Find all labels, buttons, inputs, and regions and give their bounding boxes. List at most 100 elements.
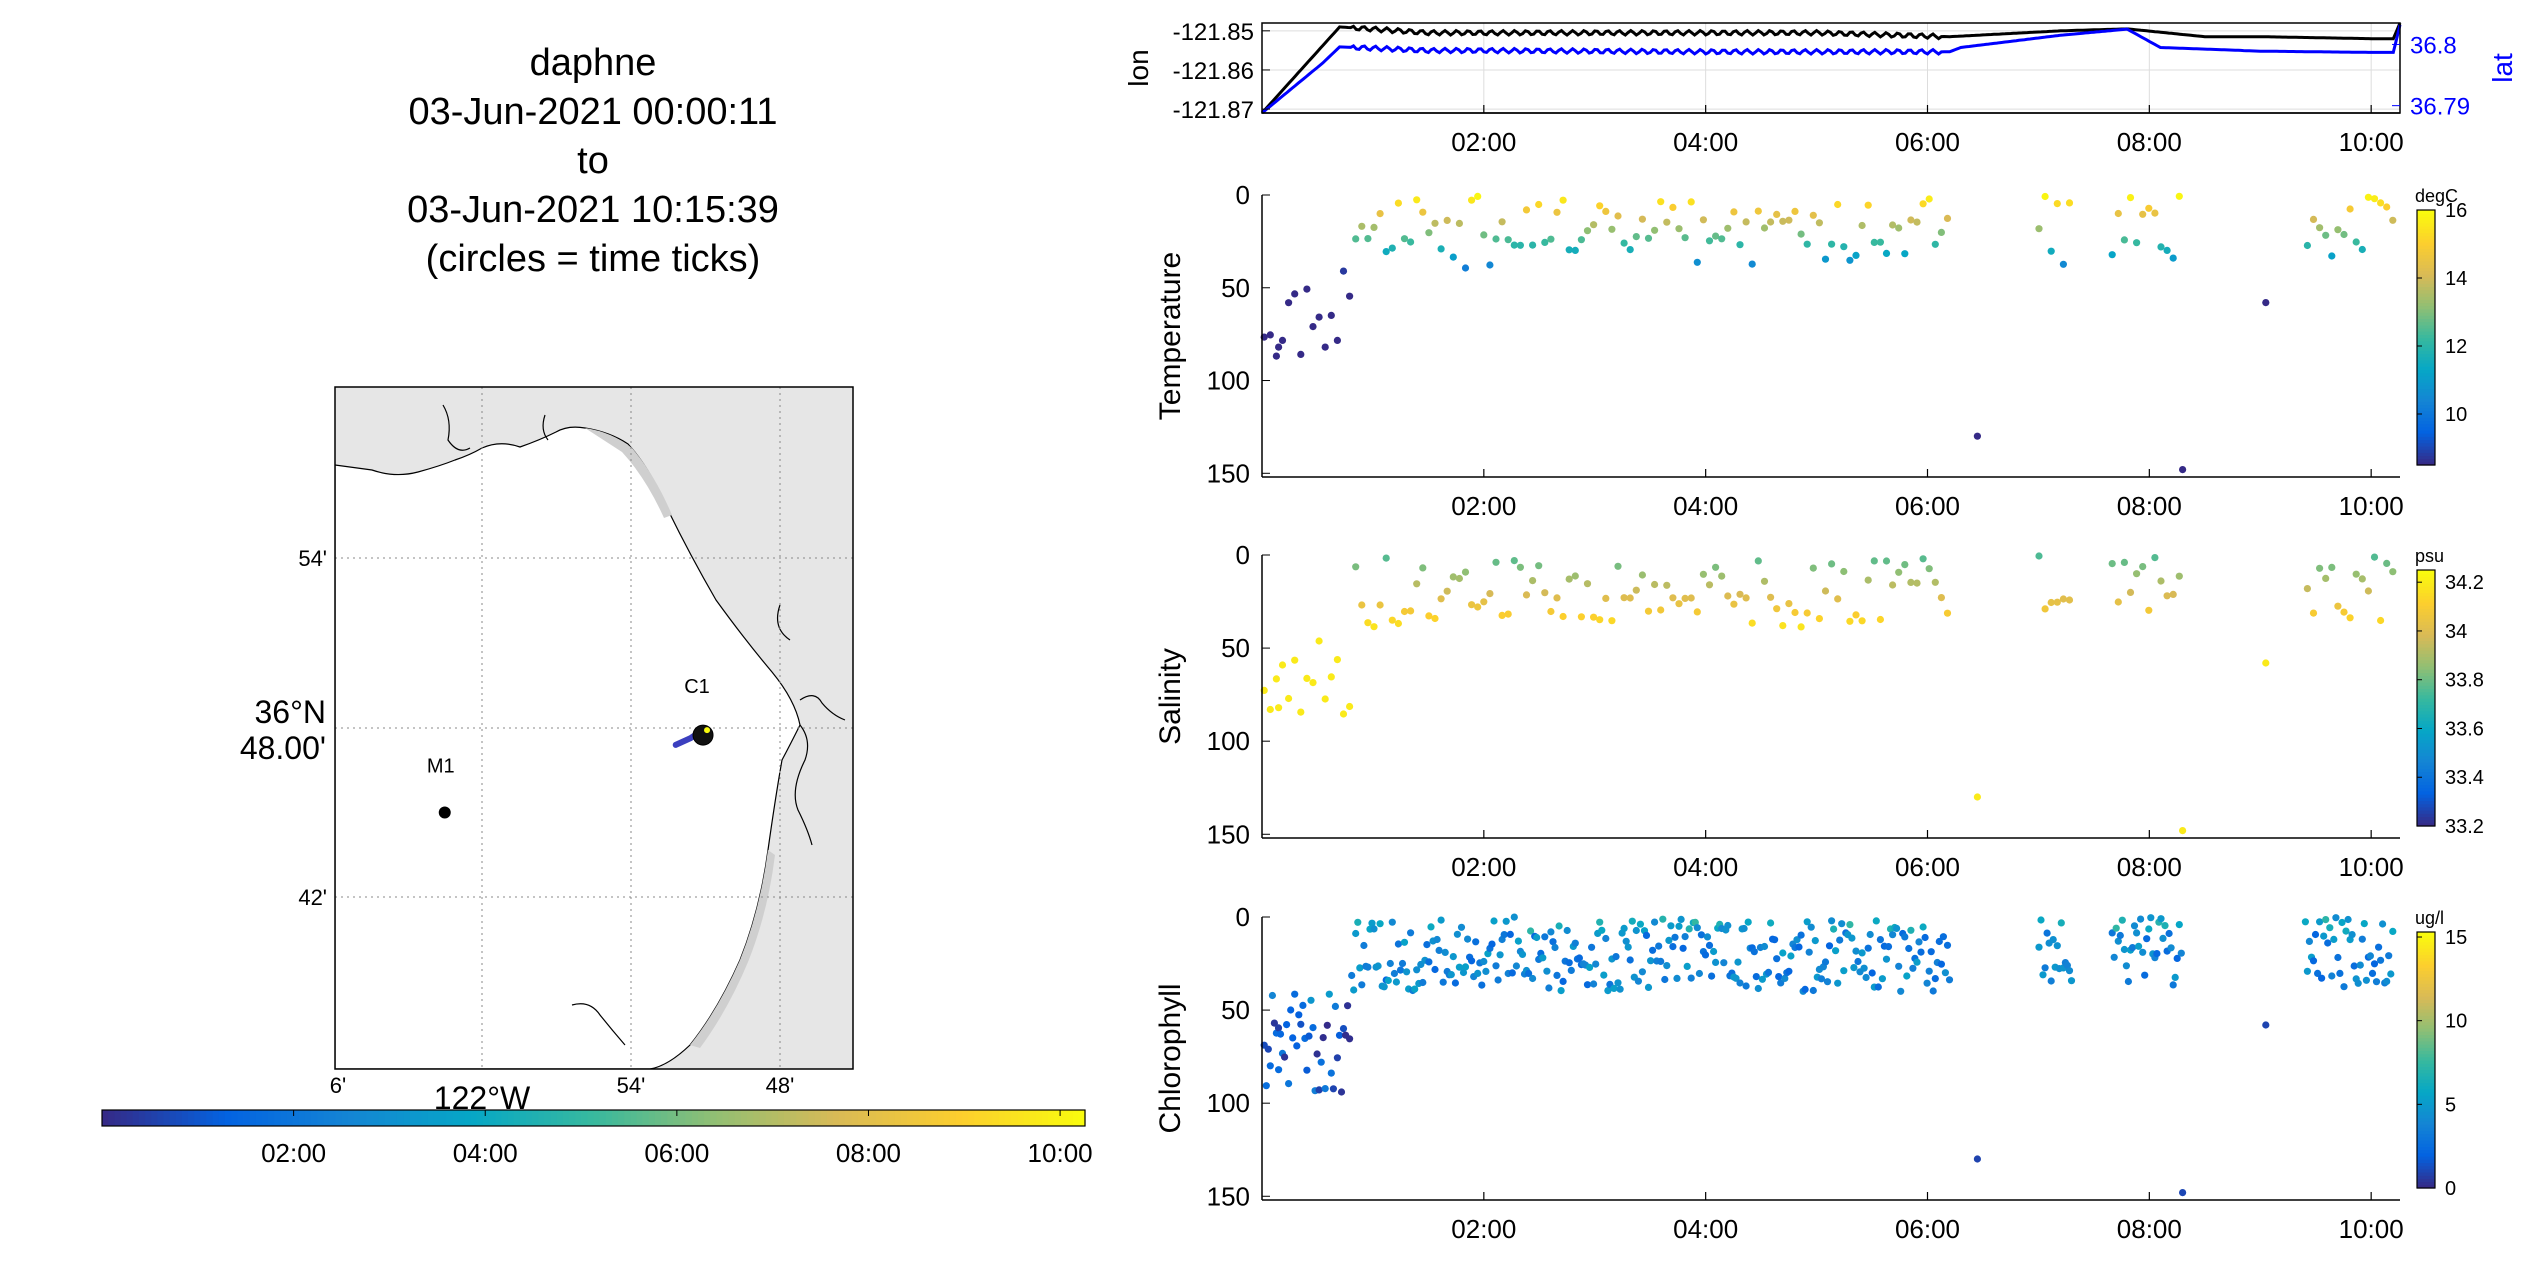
data-point xyxy=(1931,975,1939,983)
y-tick-label: 0 xyxy=(1236,540,1250,570)
data-point xyxy=(2116,931,2124,940)
data-point xyxy=(1773,210,1781,218)
data-point xyxy=(1797,623,1805,631)
data-point xyxy=(1657,606,1665,614)
colorbar-segment xyxy=(2417,280,2435,284)
time-colorbar-tick-label: 02:00 xyxy=(261,1138,326,1168)
colorbar-segment xyxy=(2417,948,2435,952)
data-point xyxy=(1864,576,1872,584)
colorbar-segment xyxy=(2417,784,2435,789)
data-point xyxy=(1461,568,1470,576)
colorbar-segment xyxy=(2417,733,2435,737)
data-point xyxy=(1394,940,1402,948)
data-point xyxy=(1394,199,1402,207)
data-point xyxy=(1724,921,1732,930)
data-point xyxy=(1352,235,1360,243)
lat-tick-label: 42' xyxy=(298,885,327,910)
colorbar-segment xyxy=(2417,283,2435,288)
data-point xyxy=(1510,241,1518,249)
data-point xyxy=(2262,299,2270,307)
time-colorbar-segment xyxy=(323,1110,330,1126)
data-point xyxy=(1870,238,1878,246)
time-colorbar-segment xyxy=(943,1110,951,1126)
data-point xyxy=(2171,973,2179,982)
data-point xyxy=(1370,925,1378,933)
colorbar-segment xyxy=(2417,225,2435,230)
time-colorbar-segment xyxy=(654,1110,662,1126)
data-point xyxy=(1563,926,1571,935)
data-point xyxy=(2065,967,2074,975)
colorbar-segment xyxy=(2417,1082,2435,1087)
data-point xyxy=(2389,568,2397,576)
data-point xyxy=(1510,557,1518,565)
data-point xyxy=(1767,593,1775,601)
data-point xyxy=(2262,1021,2270,1029)
colorbar-segment xyxy=(2417,800,2435,805)
title-line-5: (circles = time ticks) xyxy=(426,238,761,280)
data-point xyxy=(1529,577,1537,585)
time-colorbar-segment xyxy=(814,1110,822,1126)
colorbar-segment xyxy=(2417,315,2435,319)
data-point xyxy=(1577,236,1585,244)
data-point xyxy=(2344,915,2352,924)
data-point xyxy=(1559,977,1567,986)
colorbar-segment xyxy=(2417,414,2435,418)
data-point xyxy=(1771,936,1779,944)
data-point xyxy=(1419,208,1427,216)
colorbar-segment xyxy=(2417,742,2435,747)
data-point xyxy=(2133,239,2141,247)
data-point xyxy=(1687,198,1695,206)
colorbar-segment xyxy=(2417,1165,2435,1170)
time-colorbar-segment xyxy=(1066,1110,1074,1126)
data-point xyxy=(1555,922,1563,930)
data-point xyxy=(1732,974,1740,982)
data-point xyxy=(2352,570,2360,578)
time-colorbar-segment xyxy=(636,1110,644,1126)
data-point xyxy=(1651,918,1659,926)
data-point xyxy=(1817,975,1825,983)
data-point xyxy=(1313,1050,1321,1058)
data-point xyxy=(2352,238,2360,246)
data-point xyxy=(1638,215,1646,223)
data-point xyxy=(1919,923,1927,931)
data-point xyxy=(2179,1189,2187,1197)
data-point xyxy=(1522,206,1531,214)
data-point xyxy=(1337,1088,1346,1096)
time-colorbar-segment xyxy=(648,1110,656,1126)
time-colorbar-segment xyxy=(249,1110,257,1126)
time-colorbar-segment xyxy=(366,1110,373,1126)
time-colorbar-segment xyxy=(1048,1110,1055,1126)
data-point xyxy=(1705,941,1714,950)
data-point xyxy=(1443,587,1451,595)
y-tick-label: 100 xyxy=(1207,1088,1250,1118)
time-colorbar-segment xyxy=(974,1110,982,1126)
time-colorbar-segment xyxy=(231,1110,238,1126)
data-point xyxy=(1901,933,1909,941)
data-point xyxy=(1703,933,1712,941)
colorbar-segment xyxy=(2417,340,2435,345)
data-point xyxy=(1541,933,1549,941)
data-point xyxy=(1736,241,1744,249)
data-point xyxy=(1945,976,1954,984)
time-colorbar-segment xyxy=(1078,1110,1086,1126)
map-marks: M1 C1 xyxy=(427,676,714,819)
data-point xyxy=(2067,977,2076,985)
colorbar-segment xyxy=(2417,321,2435,326)
data-point xyxy=(1876,615,1884,624)
colorbar-segment xyxy=(2417,398,2435,402)
data-point xyxy=(1693,924,1701,932)
data-point xyxy=(2120,236,2128,244)
data-point xyxy=(1297,708,1305,716)
data-point xyxy=(1805,948,1813,956)
data-point xyxy=(1545,984,1553,992)
colorbar-segment xyxy=(2417,1092,2435,1096)
data-point xyxy=(1815,219,1823,227)
colorbar-segment xyxy=(2417,458,2435,463)
data-point xyxy=(1889,581,1897,589)
data-point xyxy=(1705,581,1714,589)
data-point xyxy=(1876,936,1884,944)
data-point xyxy=(1339,267,1348,275)
colorbar-segment xyxy=(2417,302,2435,307)
colorbar-tick-label: 14 xyxy=(2445,268,2467,290)
data-point xyxy=(2322,231,2330,239)
